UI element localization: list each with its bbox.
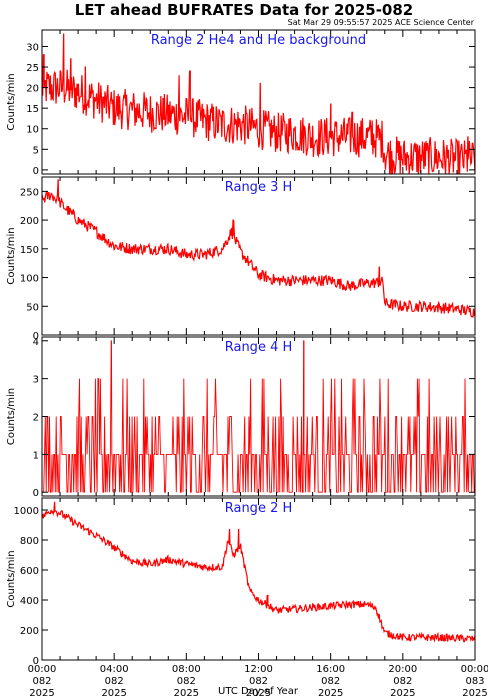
- y-tick-label: 5: [33, 145, 39, 156]
- panel-3: 0 1 2 3 4 Range 4 H Counts/min: [6, 336, 476, 499]
- y-tick-label: 0: [33, 331, 39, 342]
- plot-frame: [41, 497, 476, 661]
- y-tick-label: 400: [20, 596, 39, 607]
- y-tick-label: 15: [26, 104, 39, 115]
- y-tick-label: 100: [20, 274, 39, 285]
- x-tick-label: 2025: [101, 688, 126, 699]
- x-tick-label: 082: [177, 676, 196, 687]
- y-tick-label: 0: [33, 488, 39, 499]
- y-tick-label: 600: [20, 566, 39, 577]
- panel-4: 0 200 400 600 800 1000 Range 2 H Counts/min: [6, 497, 476, 667]
- y-tick-label: 50: [26, 302, 39, 313]
- x-tick-label: 082: [321, 676, 340, 687]
- x-tick-label: 16:00: [316, 664, 345, 675]
- x-tick-label: 2025: [462, 688, 487, 699]
- y-tick-label: 1000: [14, 506, 39, 517]
- y-tick-label: 10: [26, 125, 39, 136]
- panel-label: Range 4 H: [225, 340, 293, 355]
- x-tick-label: 082: [105, 676, 124, 687]
- series-line: [42, 33, 475, 174]
- x-tick-labels: 00:00082202504:00082202508:00082202512:0…: [28, 664, 488, 699]
- x-tick-label: 082: [393, 676, 412, 687]
- y-tick-label: 250: [20, 187, 39, 198]
- panel-2: 0 50 100 150 200 250 Range 3 H Counts/min: [6, 176, 476, 342]
- generated-timestamp: Sat Mar 29 09:55:57 2025 ACE Science Cen…: [288, 18, 475, 27]
- chart-title: LET ahead BUFRATES Data for 2025-082: [75, 1, 414, 19]
- panel-label: Range 3 H: [225, 180, 293, 195]
- y-axis-label: Counts/min: [6, 388, 17, 445]
- y-axis-label: Counts/min: [6, 550, 17, 607]
- x-axis-label: UTC Day of Year: [218, 686, 299, 697]
- y-tick-label: 0: [33, 656, 39, 667]
- y-tick-label: 800: [20, 536, 39, 547]
- y-tick-label: 30: [26, 42, 39, 53]
- plot-frame: [41, 176, 476, 336]
- x-tick-label: 08:00: [172, 664, 201, 675]
- panel-label: Range 2 He4 and He background: [151, 33, 366, 48]
- x-tick-label: 00:00: [28, 664, 57, 675]
- y-tick-label: 200: [20, 216, 39, 227]
- y-tick-label: 3: [33, 375, 39, 386]
- x-tick-label: 083: [465, 676, 484, 687]
- y-tick-label: 0: [33, 166, 39, 177]
- y-tick-label: 20: [26, 84, 39, 95]
- y-tick-label: 150: [20, 245, 39, 256]
- y-tick-label: 1: [33, 450, 39, 461]
- x-tick-label: 00:00: [461, 664, 488, 675]
- y-tick-label: 4: [33, 337, 39, 348]
- panel-label: Range 2 H: [225, 501, 293, 516]
- x-tick-label: 12:00: [244, 664, 273, 675]
- series-line: [42, 501, 475, 643]
- series-line: [42, 340, 475, 493]
- y-axis-label: Counts/min: [6, 227, 17, 284]
- x-tick-label: 2025: [174, 688, 199, 699]
- x-tick-label: 2025: [246, 688, 271, 699]
- y-tick-label: 25: [26, 63, 39, 74]
- x-tick-label: 2025: [318, 688, 343, 699]
- x-tick-label: 2025: [390, 688, 415, 699]
- y-tick-label: 200: [20, 626, 39, 637]
- y-axis-label: Counts/min: [6, 73, 17, 130]
- series-line: [42, 179, 475, 318]
- x-tick-label: 082: [32, 676, 51, 687]
- panel-1: 0 5 10 15 20 25 30 Range 2 He4 and He backgroun…: [6, 29, 476, 177]
- x-tick-label: 20:00: [388, 664, 417, 675]
- x-tick-label: 082: [249, 676, 268, 687]
- x-tick-label: 2025: [29, 688, 54, 699]
- x-tick-label: 04:00: [100, 664, 129, 675]
- y-tick-label: 2: [33, 413, 39, 424]
